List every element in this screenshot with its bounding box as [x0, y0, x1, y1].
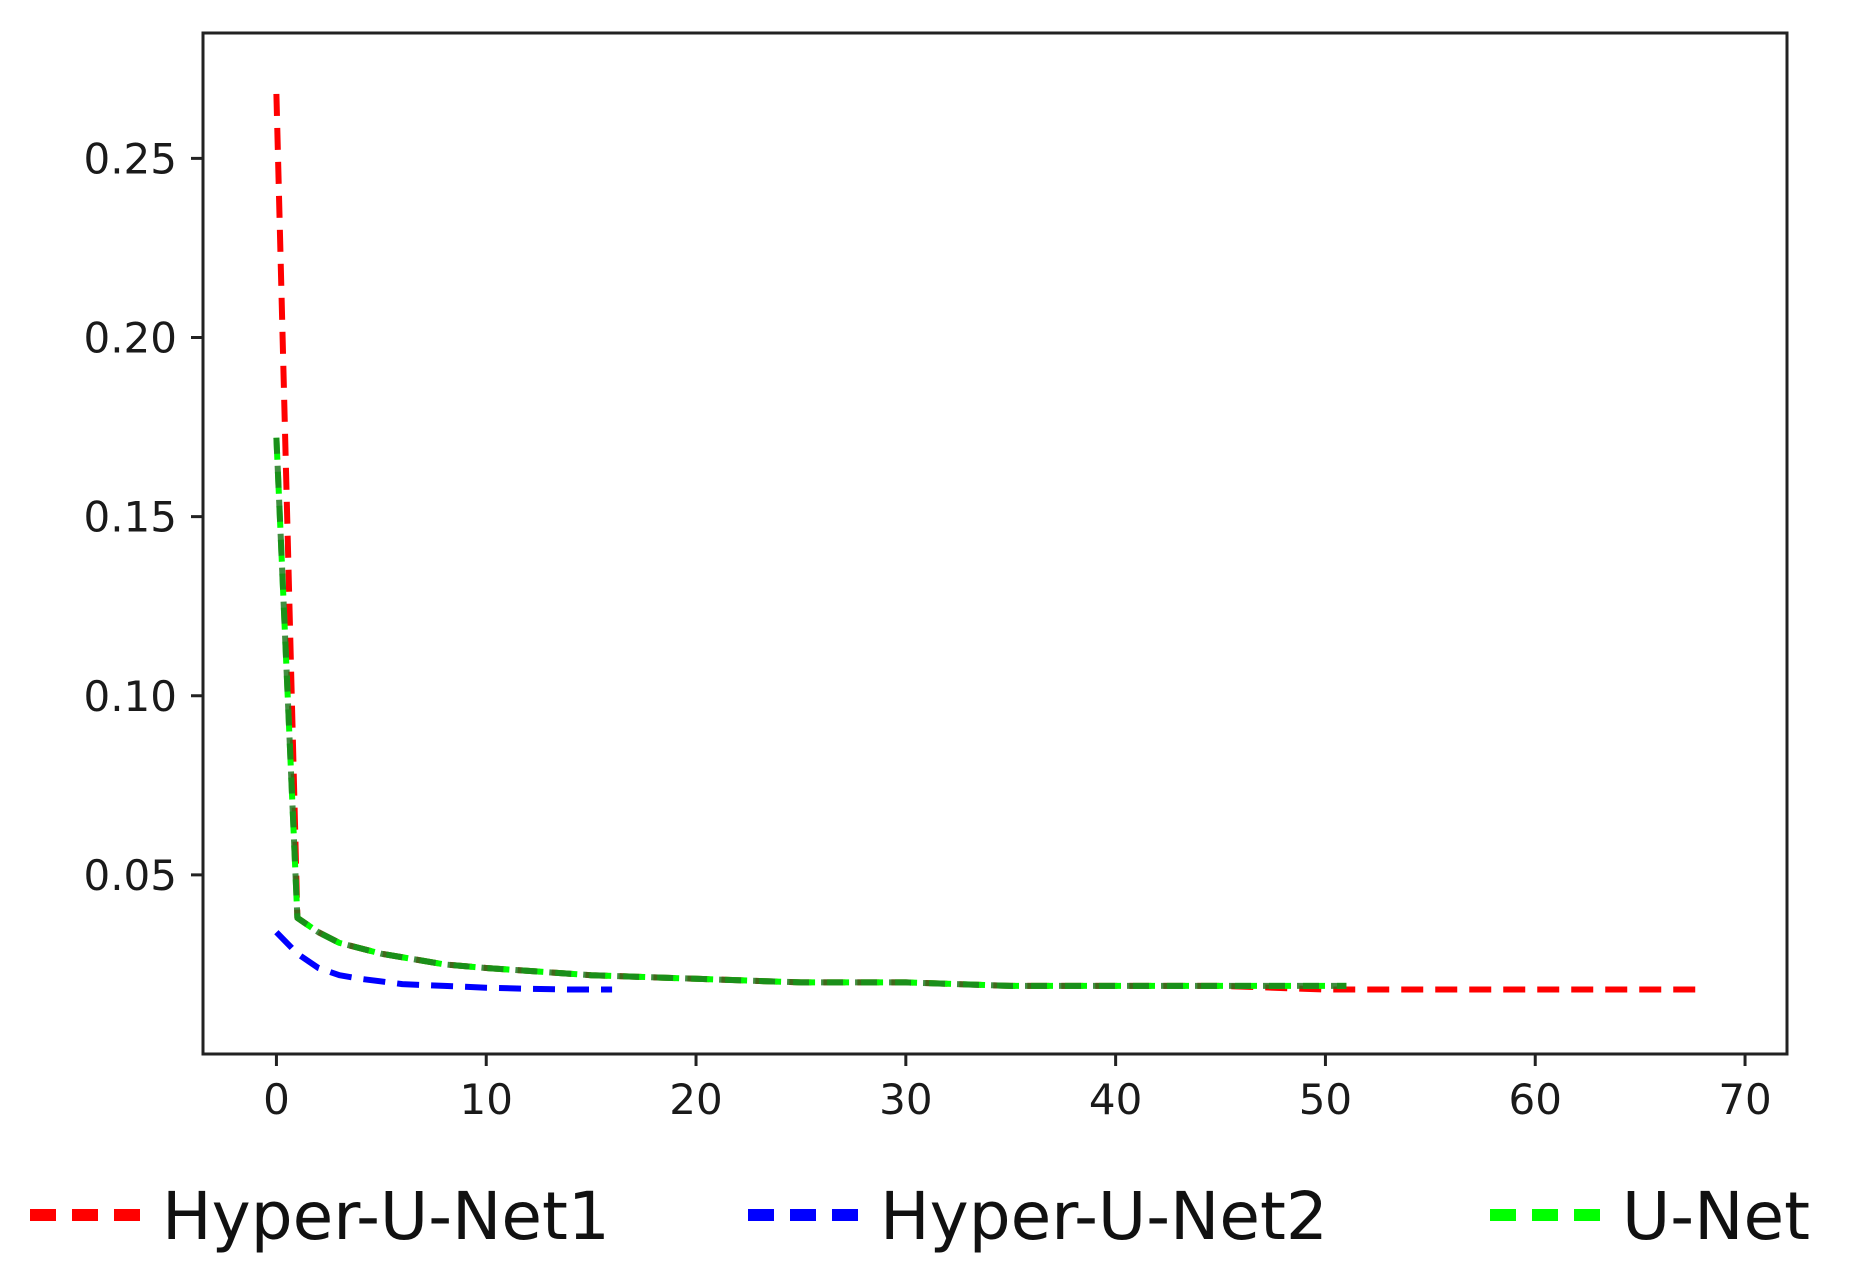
- series-layer: [273, 93, 1704, 993]
- x-tick-label: 50: [1299, 1075, 1352, 1124]
- y-tick-label: 0.10: [83, 672, 177, 721]
- legend-label-0: Hyper-U-Net1: [162, 1178, 610, 1255]
- x-tick-label: 10: [460, 1075, 513, 1124]
- x-tick-label: 0: [263, 1075, 290, 1124]
- y-tick-label: 0.25: [83, 134, 177, 183]
- x-tick-label: 20: [669, 1075, 722, 1124]
- y-tick-label: 0.05: [83, 851, 177, 900]
- x-tick-label: 40: [1089, 1075, 1142, 1124]
- axis-layer: 0 10 20 30 40 50 60 70 0.05 0.10 0.15 0.20 0.25: [83, 134, 1771, 1124]
- series-line-1: [274, 930, 613, 993]
- plot-frame: [201, 31, 1789, 1056]
- y-tick-label: 0.15: [83, 493, 177, 542]
- x-tick-label: 30: [879, 1075, 932, 1124]
- legend-label-2: U-Net: [1622, 1178, 1810, 1255]
- legend: Hyper-U-Net1 Hyper-U-Net2 U-Net: [30, 1178, 1810, 1255]
- legend-label-1: Hyper-U-Net2: [880, 1178, 1328, 1255]
- y-tick-label: 0.20: [83, 314, 177, 363]
- x-tick-label: 60: [1509, 1075, 1562, 1124]
- x-tick-label: 70: [1718, 1075, 1771, 1124]
- series-line-overlay-2: [273, 437, 1347, 989]
